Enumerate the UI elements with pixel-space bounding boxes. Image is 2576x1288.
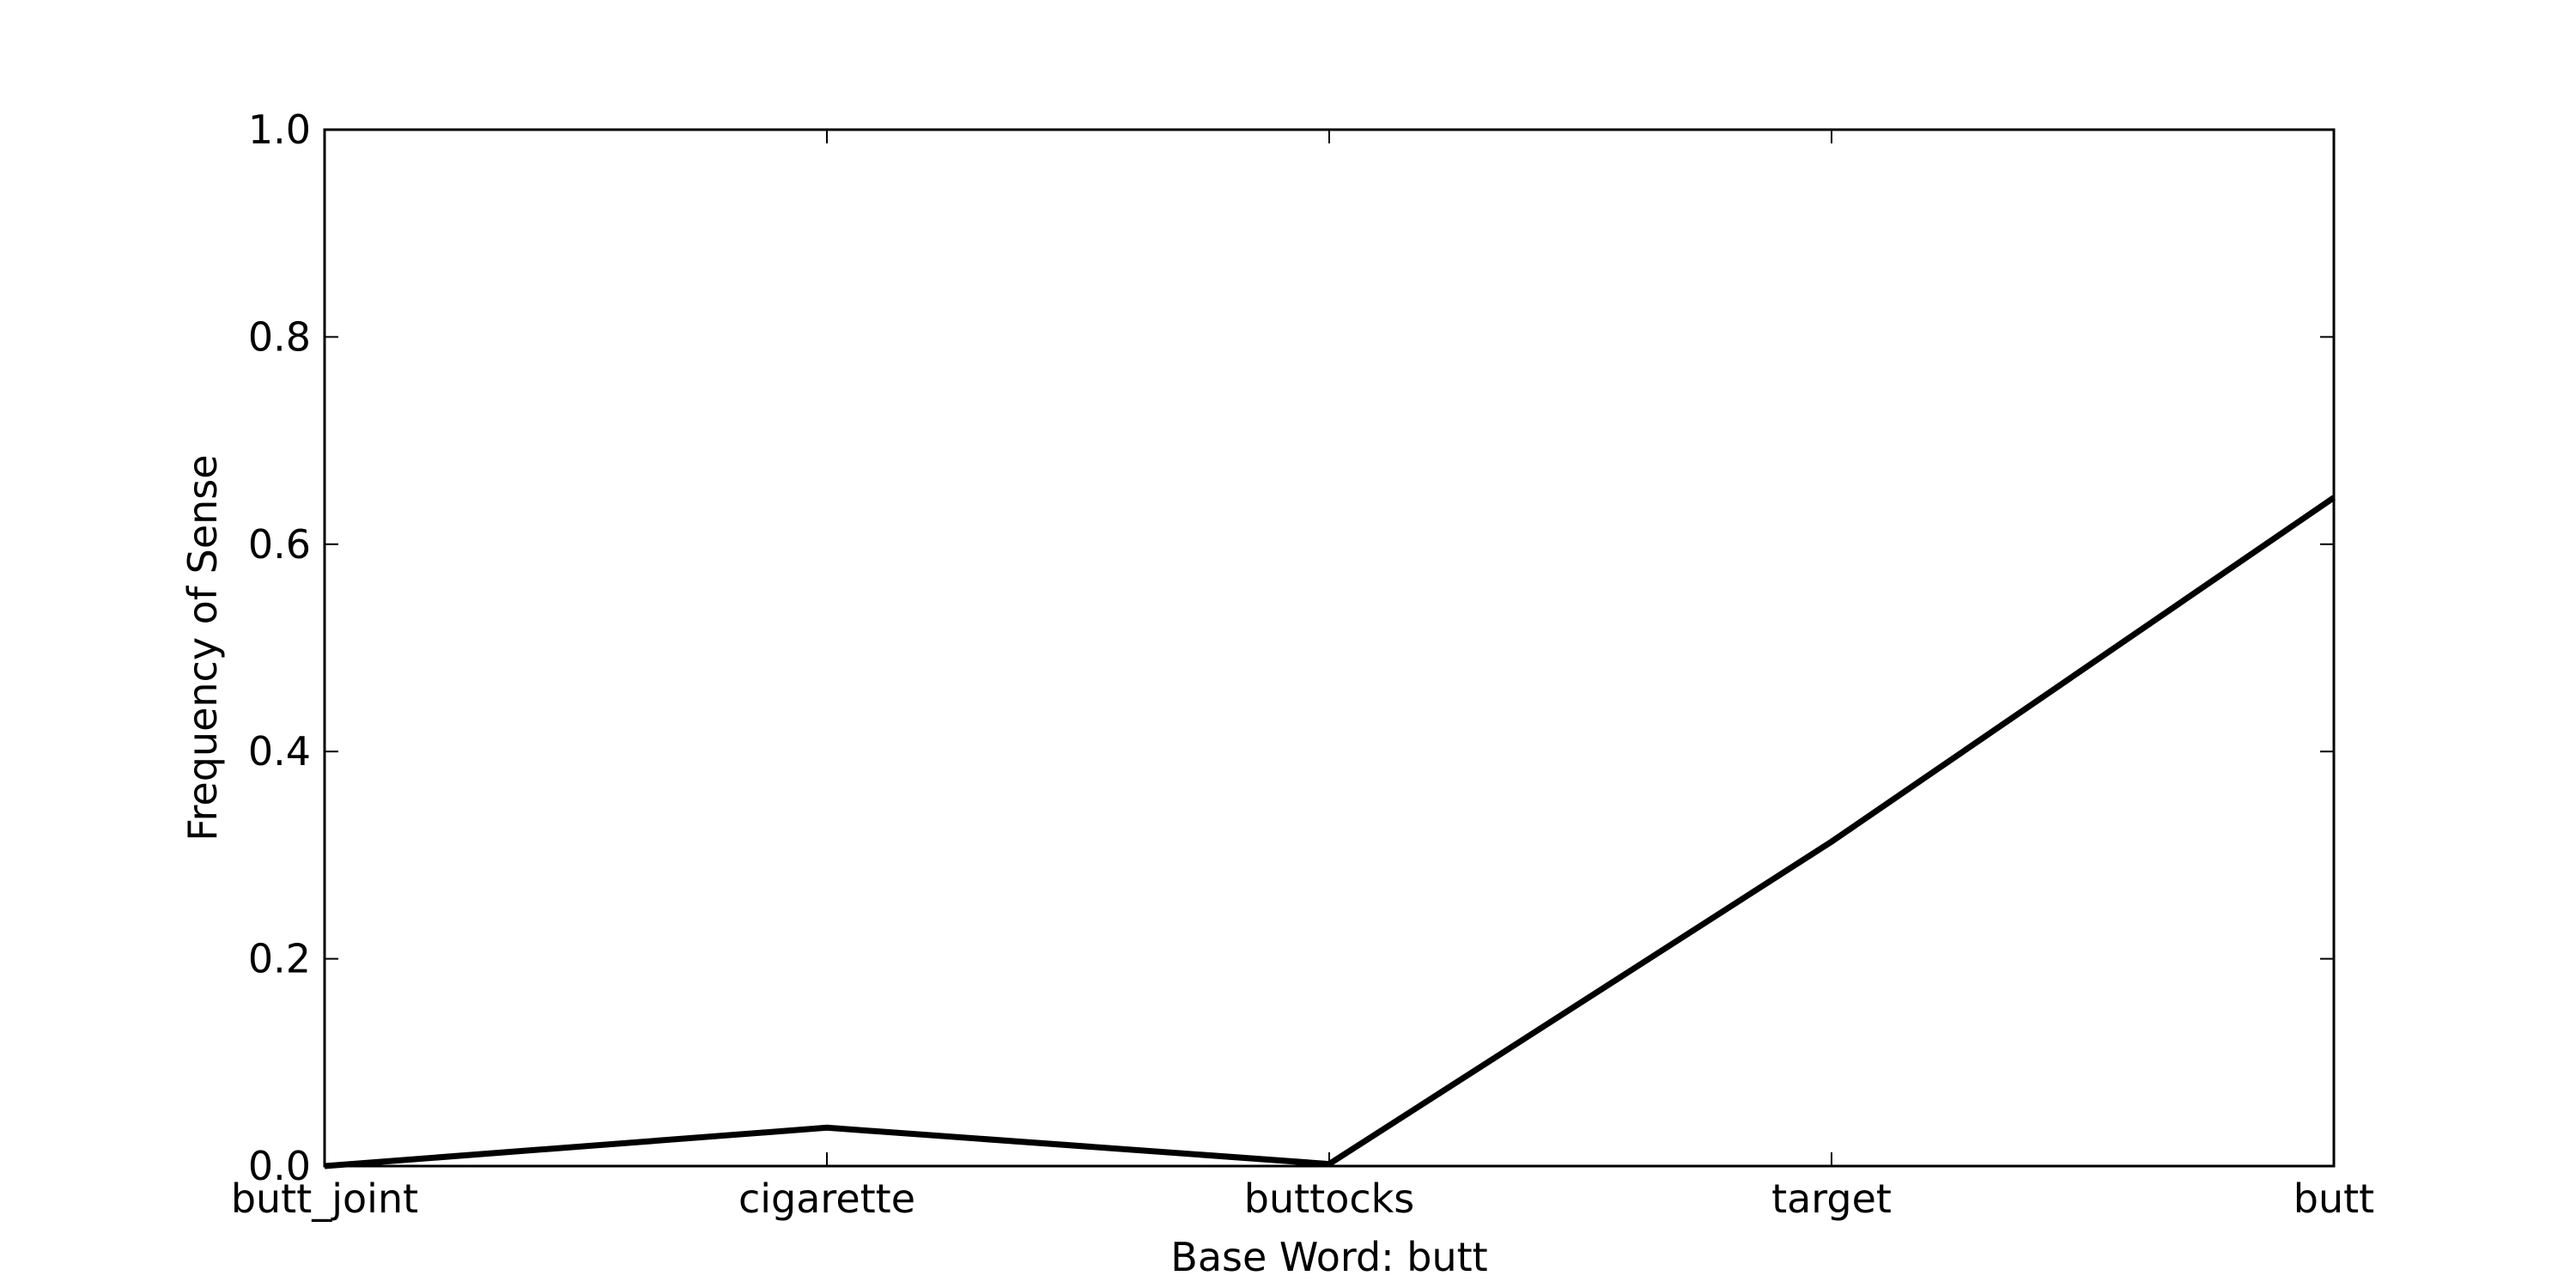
y-tick-label: 0.4	[248, 728, 311, 775]
y-tick-label: 0.2	[248, 936, 311, 982]
x-axis-title: Base Word: butt	[1170, 1234, 1487, 1280]
x-tick-label: butt_joint	[231, 1176, 418, 1222]
y-tick-label: 0.6	[248, 521, 311, 568]
x-tick-label: target	[1771, 1176, 1892, 1222]
x-axis-ticks: butt_joint cigarette buttocks target butt	[231, 130, 2374, 1222]
y-axis-ticks: 0.0 0.2 0.4 0.6 0.8 1.0	[248, 106, 2334, 1189]
x-tick-label: cigarette	[738, 1176, 915, 1222]
y-tick-label: 0.0	[248, 1143, 311, 1189]
series-layer	[324, 495, 2336, 1170]
x-tick-label: butt	[2293, 1176, 2374, 1222]
y-tick-label: 1.0	[248, 106, 311, 153]
y-tick-label: 0.8	[248, 313, 311, 360]
y-axis-title: Frequency of Sense	[179, 454, 226, 841]
x-tick-label: buttocks	[1244, 1176, 1414, 1222]
series-line	[324, 495, 2336, 1170]
plot-frame	[323, 128, 2336, 1168]
